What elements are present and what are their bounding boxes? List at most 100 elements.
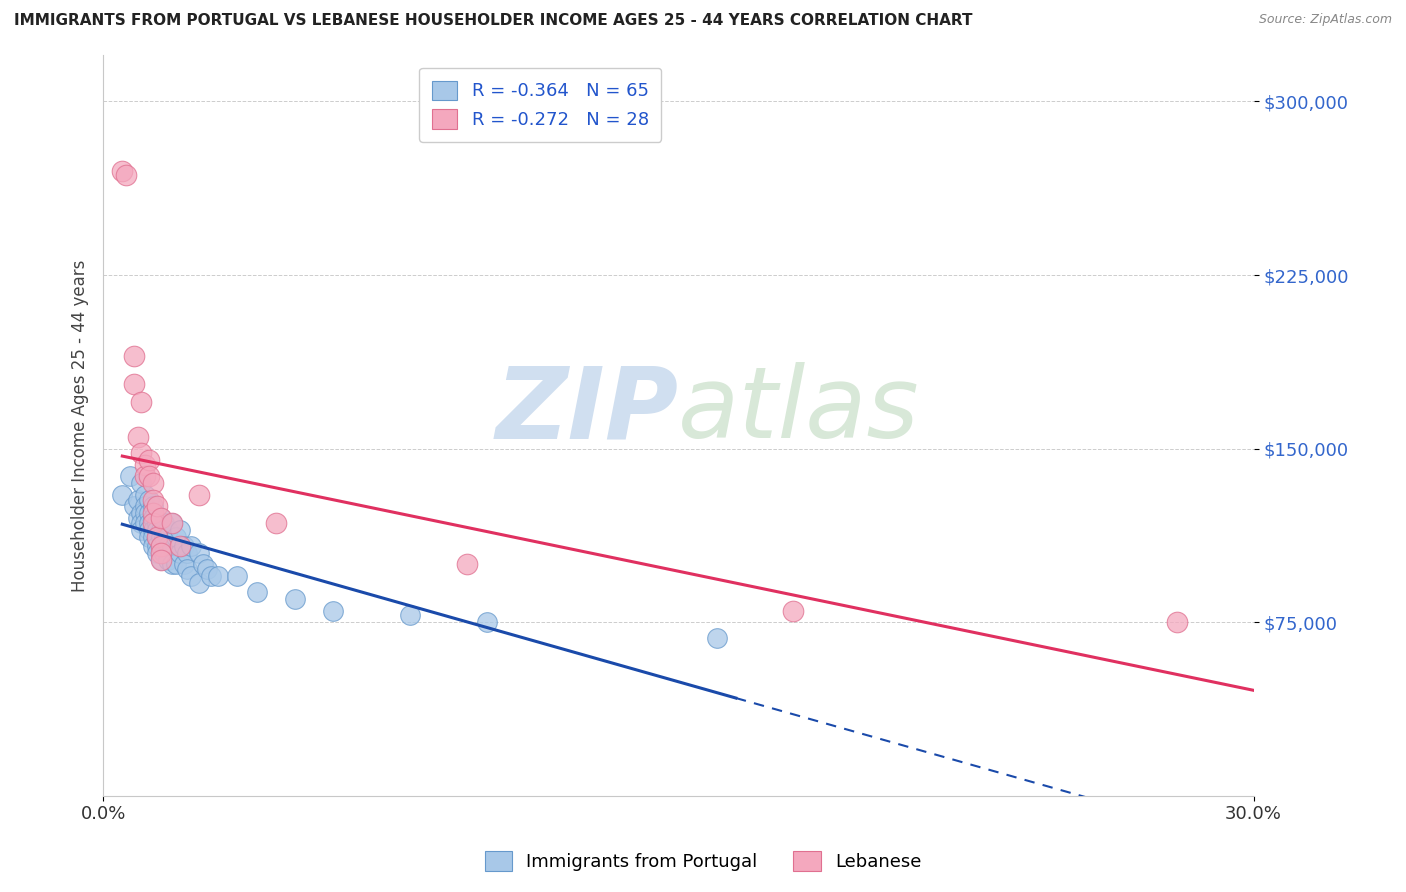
Point (131, 523, 153, 537)
Point (111, 164, 134, 178)
Point (122, 500, 145, 514)
Point (245, 585, 267, 599)
Point (173, 539, 195, 553)
Text: ZIP: ZIP (495, 362, 678, 459)
Point (149, 539, 172, 553)
Point (134, 469, 156, 483)
Legend: R = -0.364   N = 65, R = -0.272   N = 28: R = -0.364 N = 65, R = -0.272 N = 28 (419, 68, 661, 142)
Legend: Immigrants from Portugal, Lebanese: Immigrants from Portugal, Lebanese (478, 844, 928, 879)
Text: Source: ZipAtlas.com: Source: ZipAtlas.com (1258, 13, 1392, 27)
Point (142, 516, 165, 530)
Point (142, 530, 165, 544)
Point (180, 569, 202, 583)
Point (188, 546, 211, 560)
Point (165, 558, 187, 572)
Point (146, 523, 169, 537)
Point (322, 604, 344, 618)
Point (142, 511, 165, 525)
Text: atlas: atlas (678, 362, 920, 459)
Point (149, 546, 172, 560)
Point (138, 492, 160, 507)
Point (131, 507, 153, 521)
Point (122, 349, 145, 363)
Point (782, 604, 804, 618)
Point (138, 469, 160, 483)
Point (169, 546, 191, 560)
Point (226, 569, 249, 583)
Point (149, 511, 172, 525)
Point (142, 539, 165, 553)
Point (169, 539, 191, 553)
Point (207, 569, 229, 583)
Point (153, 546, 176, 560)
Point (134, 507, 156, 521)
Point (131, 516, 153, 530)
Point (115, 169, 138, 183)
Point (146, 530, 169, 544)
Point (138, 507, 160, 521)
Point (131, 446, 153, 460)
Point (134, 488, 156, 502)
Point (146, 530, 169, 544)
Point (456, 558, 478, 572)
Point (169, 523, 191, 537)
Point (149, 552, 172, 566)
Point (180, 539, 202, 553)
Y-axis label: Householder Income Ages 25 - 44 years: Householder Income Ages 25 - 44 years (72, 260, 89, 591)
Point (157, 552, 180, 566)
Point (131, 395, 153, 409)
Point (188, 575, 211, 590)
Point (138, 453, 160, 467)
Point (111, 488, 134, 502)
Point (399, 608, 422, 623)
Point (127, 492, 149, 507)
Point (176, 562, 198, 576)
Point (195, 562, 218, 576)
Point (191, 558, 214, 572)
Text: IMMIGRANTS FROM PORTUGAL VS LEBANESE HOUSEHOLDER INCOME AGES 25 - 44 YEARS CORRE: IMMIGRANTS FROM PORTUGAL VS LEBANESE HOU… (14, 13, 973, 29)
Point (138, 530, 160, 544)
Point (134, 500, 156, 514)
Point (131, 476, 153, 491)
Point (284, 592, 307, 607)
Point (160, 539, 183, 553)
Point (160, 516, 183, 530)
Point (142, 523, 165, 537)
Point (149, 530, 172, 544)
Point (146, 516, 169, 530)
Point (127, 511, 149, 525)
Point (146, 500, 169, 514)
Point (142, 476, 165, 491)
Point (264, 516, 287, 530)
Point (165, 530, 187, 544)
Point (200, 569, 222, 583)
Point (160, 516, 183, 530)
Point (1166, 615, 1188, 630)
Point (142, 507, 165, 521)
Point (157, 539, 180, 553)
Point (149, 552, 172, 566)
Point (138, 516, 160, 530)
Point (118, 469, 141, 483)
Point (188, 488, 211, 502)
Point (127, 430, 149, 444)
Point (706, 632, 728, 646)
Point (146, 539, 169, 553)
Point (138, 523, 160, 537)
Point (142, 492, 165, 507)
Point (146, 546, 169, 560)
Point (153, 530, 176, 544)
Point (149, 539, 172, 553)
Point (176, 546, 198, 560)
Point (160, 558, 183, 572)
Point (134, 458, 156, 472)
Point (149, 511, 172, 525)
Point (153, 516, 176, 530)
Point (142, 500, 165, 514)
Point (122, 376, 145, 391)
Point (475, 615, 498, 630)
Point (134, 516, 156, 530)
Point (173, 558, 195, 572)
Point (157, 523, 180, 537)
Point (149, 523, 172, 537)
